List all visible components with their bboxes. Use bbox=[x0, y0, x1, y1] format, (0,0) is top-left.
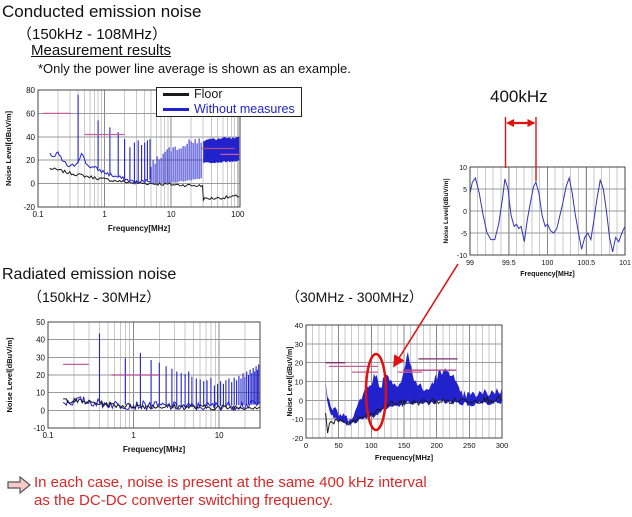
svg-text:101: 101 bbox=[619, 260, 631, 267]
svg-text:Frequency[MHz]: Frequency[MHz] bbox=[123, 445, 186, 454]
svg-text:0.1: 0.1 bbox=[42, 431, 54, 440]
svg-text:Frequency[MHz]: Frequency[MHz] bbox=[108, 224, 171, 233]
svg-text:Frequency[MHz]: Frequency[MHz] bbox=[520, 271, 574, 278]
interval-double-arrow bbox=[506, 119, 536, 127]
svg-text:100: 100 bbox=[365, 441, 378, 450]
legend-item-without-measures: Without measures bbox=[163, 103, 301, 116]
without-measures-line-swatch bbox=[163, 107, 189, 112]
svg-text:0: 0 bbox=[31, 180, 36, 189]
svg-text:20: 20 bbox=[295, 359, 303, 368]
svg-text:30: 30 bbox=[36, 353, 45, 362]
svg-text:60: 60 bbox=[26, 109, 35, 118]
conclusion-line2: as the DC-DC converter switching frequen… bbox=[34, 492, 334, 509]
svg-text:1: 1 bbox=[131, 431, 136, 440]
svg-text:0: 0 bbox=[463, 209, 467, 216]
svg-text:80: 80 bbox=[26, 86, 35, 95]
note-power-line-average: *Only the power line average is shown as… bbox=[38, 61, 351, 76]
svg-text:-20: -20 bbox=[292, 434, 303, 443]
svg-text:-10: -10 bbox=[292, 415, 303, 424]
svg-text:10: 10 bbox=[215, 431, 224, 440]
svg-text:Frequency[MHz]: Frequency[MHz] bbox=[375, 453, 434, 462]
svg-text:5: 5 bbox=[463, 187, 467, 194]
title-conducted: Conducted emission noise bbox=[2, 2, 202, 21]
svg-text:40: 40 bbox=[295, 321, 303, 330]
svg-text:100.5: 100.5 bbox=[578, 260, 596, 267]
svg-text:Noise Level[dBuV/m]: Noise Level[dBuV/m] bbox=[443, 178, 450, 243]
svg-text:10: 10 bbox=[167, 210, 176, 219]
svg-text:0: 0 bbox=[41, 406, 46, 415]
legend-floor-label: Floor bbox=[194, 87, 223, 101]
svg-text:-20: -20 bbox=[23, 203, 35, 212]
svg-text:10: 10 bbox=[459, 165, 467, 172]
svg-text:30: 30 bbox=[295, 340, 303, 349]
legend-item-floor: Floor bbox=[163, 88, 301, 101]
svg-text:20: 20 bbox=[26, 156, 35, 165]
svg-text:40: 40 bbox=[26, 133, 35, 142]
svg-text:100: 100 bbox=[542, 260, 554, 267]
svg-text:300: 300 bbox=[496, 441, 509, 450]
svg-text:Noise Level[dBuV/m]: Noise Level[dBuV/m] bbox=[4, 110, 13, 186]
svg-text:1: 1 bbox=[102, 210, 107, 219]
section-measurement-results: Measurement results bbox=[31, 42, 172, 59]
svg-text:0: 0 bbox=[299, 396, 303, 405]
svg-text:Noise Level[dBuV/m]: Noise Level[dBuV/m] bbox=[5, 337, 14, 413]
legend-without-measures-label: Without measures bbox=[194, 102, 295, 116]
svg-text:20: 20 bbox=[36, 371, 45, 380]
svg-text:0.1: 0.1 bbox=[32, 210, 44, 219]
title-radiated: Radiated emission noise bbox=[2, 266, 177, 283]
chart-zoom-100mhz: 99 99.5 100 100.5 101 -10 -5 0 5 10 Frequency[MHz]… bbox=[443, 165, 631, 278]
svg-text:200: 200 bbox=[430, 441, 443, 450]
svg-text:-5: -5 bbox=[461, 231, 467, 238]
svg-text:-10: -10 bbox=[33, 424, 45, 433]
svg-text:100: 100 bbox=[231, 210, 245, 219]
block-arrow-icon bbox=[7, 475, 31, 495]
conducted-frequency-range: （150kHz - 108MHz） bbox=[17, 26, 168, 43]
svg-text:10: 10 bbox=[36, 389, 45, 398]
svg-text:10: 10 bbox=[295, 378, 303, 387]
svg-text:99: 99 bbox=[466, 260, 474, 267]
callout-400khz-label: 400kHz bbox=[490, 87, 548, 106]
svg-text:Noise Level[dBuV/m]: Noise Level[dBuV/m] bbox=[287, 346, 294, 416]
chart-legend: Floor Without measures bbox=[156, 87, 302, 117]
floor-line-swatch bbox=[163, 92, 189, 97]
svg-text:40: 40 bbox=[36, 336, 45, 345]
radiated-range-high: （30MHz - 300MHz） bbox=[286, 289, 423, 305]
conclusion-line1: In each case, noise is present at the sa… bbox=[34, 474, 427, 491]
svg-text:250: 250 bbox=[463, 441, 476, 450]
svg-text:50: 50 bbox=[36, 318, 45, 327]
svg-text:50: 50 bbox=[335, 441, 343, 450]
svg-text:0: 0 bbox=[304, 441, 308, 450]
svg-text:99.5: 99.5 bbox=[502, 260, 516, 267]
chart-conducted-emission: 0.1 1 10 100 -20 0 20 40 60 80 Frequency[MHz] Noise… bbox=[4, 86, 245, 233]
radiated-range-low: （150kHz - 30MHz） bbox=[28, 289, 161, 305]
svg-text:150: 150 bbox=[398, 441, 411, 450]
chart-radiated-high: 0 50 100 150 200 250 300 -20 -10 0 10 20 30 40 Frequen… bbox=[287, 321, 509, 462]
chart-radiated-low: 0.1 1 10 -10 0 10 20 30 40 50 Frequency[MHz] Noise … bbox=[5, 318, 261, 454]
svg-text:-10: -10 bbox=[457, 253, 467, 260]
